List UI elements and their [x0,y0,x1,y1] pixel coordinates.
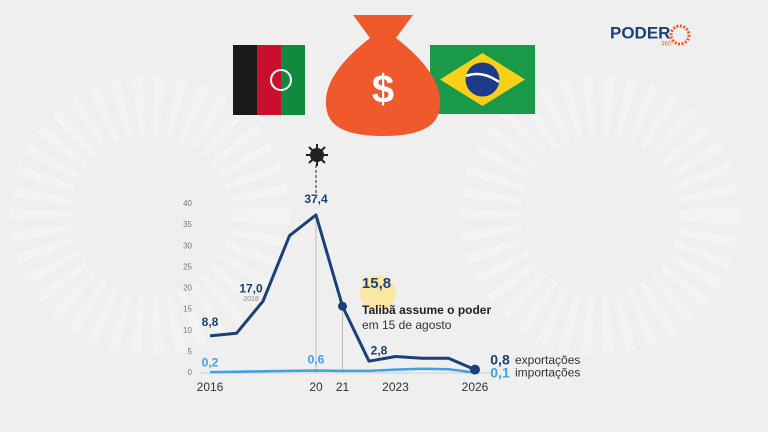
y-tick-label: 30 [183,241,192,250]
y-tick-label: 0 [188,368,193,377]
x-tick-label: 20 [309,380,323,394]
y-tick-label: 20 [183,284,192,293]
x-tick-label: 2016 [197,380,224,394]
money-bag: $ [325,15,441,136]
value-label: 8,8 [202,315,219,329]
logo-name: PODER [610,23,670,42]
background-rays [10,75,740,355]
annotation: 2018 [243,296,259,303]
logo-sub: 360 [661,42,672,48]
y-tick-label: 15 [183,305,192,314]
y-tick-label: 40 [183,199,192,208]
value-label: 15,8 [362,275,391,292]
value-label: 37,4 [304,192,328,206]
virus-icon [306,144,328,166]
value-label: 2,8 [371,343,388,357]
value-label: 0,1 [490,364,510,380]
value-label: 0,6 [308,353,325,367]
series-line [209,367,476,374]
value-label: 0,2 [202,355,219,369]
x-tick-label: 2026 [462,380,489,394]
annotation: Talibã assume o poder [362,303,491,317]
point [338,301,347,311]
brazil-flag [430,45,535,114]
y-tick-label: 25 [183,262,192,271]
legend-entry: exportações [515,353,580,367]
value-label: 17,0 [239,281,263,295]
y-tick-label: 35 [183,220,192,229]
point [470,364,480,375]
y-tick-label: 10 [183,326,192,335]
afghanistan-flag [233,45,305,115]
logo: PODER 360 [610,23,691,48]
y-tick-label: 5 [188,347,193,356]
annotation: em 15 de agosto [362,318,452,332]
x-tick-label: 2023 [382,380,409,394]
x-tick-label: 21 [336,380,350,394]
svg-text:$: $ [372,68,394,112]
value-label: 0,8 [490,351,510,367]
legend-entry: importações [515,366,580,380]
highlight [360,275,396,311]
